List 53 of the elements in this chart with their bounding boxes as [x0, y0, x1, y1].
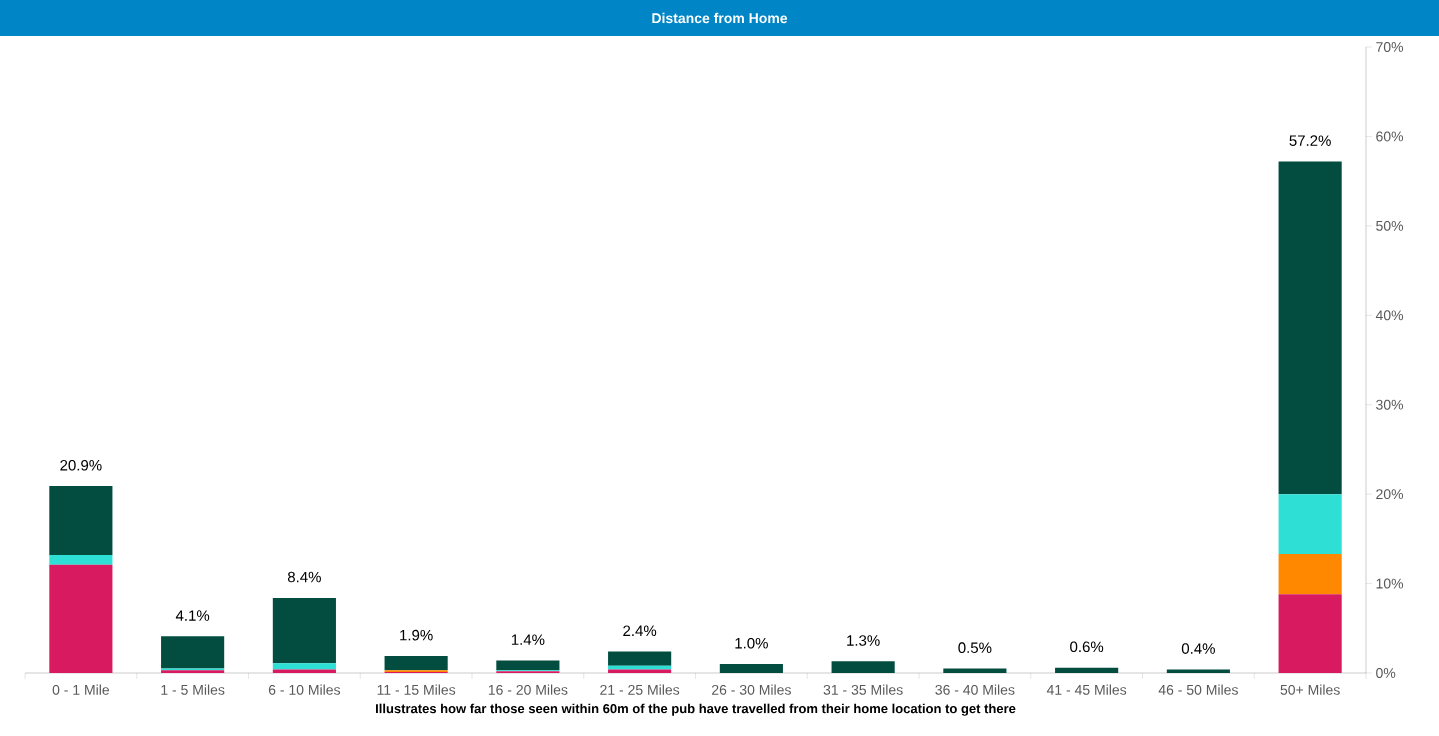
x-axis-title: Illustrates how far those seen within 60m of the pub have travelled from their home location to get there: [376, 703, 1016, 716]
x-tick-label: 31 - 35 Miles: [823, 684, 903, 695]
bar: [608, 669, 672, 673]
bar: [831, 661, 895, 673]
total-label: 1.0%: [735, 637, 768, 649]
bar: [161, 636, 225, 669]
bar: [1278, 494, 1342, 555]
total-label: 57.2%: [1289, 135, 1331, 146]
y-tick-label: 30%: [1376, 399, 1404, 410]
chart-title: Distance from Home: [652, 12, 788, 24]
bar: [49, 564, 113, 673]
total-label: 0.6%: [1070, 641, 1104, 653]
x-tick-label: 41 - 45 Miles: [1046, 684, 1127, 695]
y-tick-label: 60%: [1376, 131, 1404, 142]
bar: [384, 656, 448, 671]
x-tick-label: 26 - 30 Miles: [712, 684, 791, 695]
bar: [49, 554, 113, 565]
x-tick-label: 6 - 10 Miles: [268, 684, 341, 695]
total-label: 4.1%: [175, 610, 210, 621]
bar: [49, 486, 113, 555]
total-label: 8.4%: [287, 571, 321, 583]
x-tick-label: 1 - 5 Miles: [161, 684, 225, 695]
x-tick-label: 0 - 1 Mile: [52, 684, 110, 695]
total-label: 0.4%: [1181, 643, 1215, 654]
y-tick-label: 70%: [1376, 42, 1404, 52]
y-tick-label: 40%: [1375, 310, 1404, 321]
bar: [1278, 594, 1342, 673]
bar: [272, 663, 336, 670]
y-tick-label: 10%: [1376, 578, 1404, 589]
x-tick-label: 46 - 50 Miles: [1158, 684, 1238, 695]
total-label: 1.3%: [847, 635, 880, 646]
total-label: 1.9%: [400, 629, 433, 641]
x-tick-label: 36 - 40 Miles: [935, 684, 1015, 695]
x-tick-label: 16 - 20 Miles: [488, 684, 568, 695]
x-tick-label: 50+ Miles: [1280, 684, 1340, 695]
bar: [272, 597, 336, 664]
total-label: 2.4%: [623, 625, 657, 637]
bar: [1278, 161, 1342, 495]
bar: [1055, 667, 1119, 673]
y-tick-label: 20%: [1376, 489, 1404, 500]
x-tick-label: 21 - 25 Miles: [600, 684, 680, 695]
bar: [1278, 554, 1342, 595]
x-tick-label: 11 - 15 Miles: [377, 684, 456, 695]
bar: [272, 669, 336, 673]
bar: [719, 664, 783, 673]
total-label: 20.9%: [60, 459, 102, 471]
total-label: 1.4%: [511, 634, 545, 645]
bar: [608, 651, 672, 666]
y-tick-label: 50%: [1376, 220, 1404, 231]
bar: [496, 660, 560, 671]
y-tick-label: 0%: [1376, 668, 1396, 678]
bar: [1166, 669, 1230, 673]
total-label: 0.5%: [958, 642, 992, 653]
